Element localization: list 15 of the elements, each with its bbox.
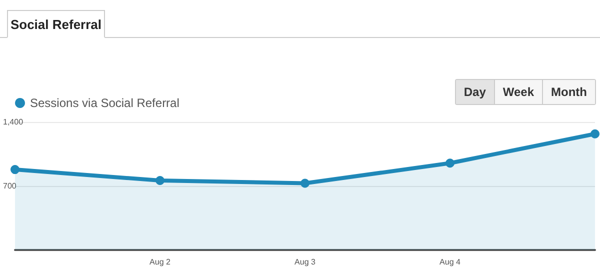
chart-title: Social Referral (7, 10, 105, 38)
point (10, 165, 20, 174)
point (446, 158, 454, 168)
toggle-button[interactable]: Week (494, 80, 542, 104)
point (300, 178, 310, 188)
y-tick-label: 1,400 (3, 118, 24, 126)
point (156, 176, 164, 186)
legend-label: Sessions via Social Referral (30, 96, 180, 110)
x-tick-label: Aug 4 (440, 258, 462, 266)
point (590, 129, 600, 138)
y-tick-label: 700 (3, 182, 17, 190)
x-tick-label: Aug 3 (294, 258, 316, 266)
toggle-button[interactable]: Day (456, 80, 494, 104)
x-tick-label: Aug 2 (150, 258, 172, 266)
toggle-button[interactable]: Month (542, 80, 595, 104)
